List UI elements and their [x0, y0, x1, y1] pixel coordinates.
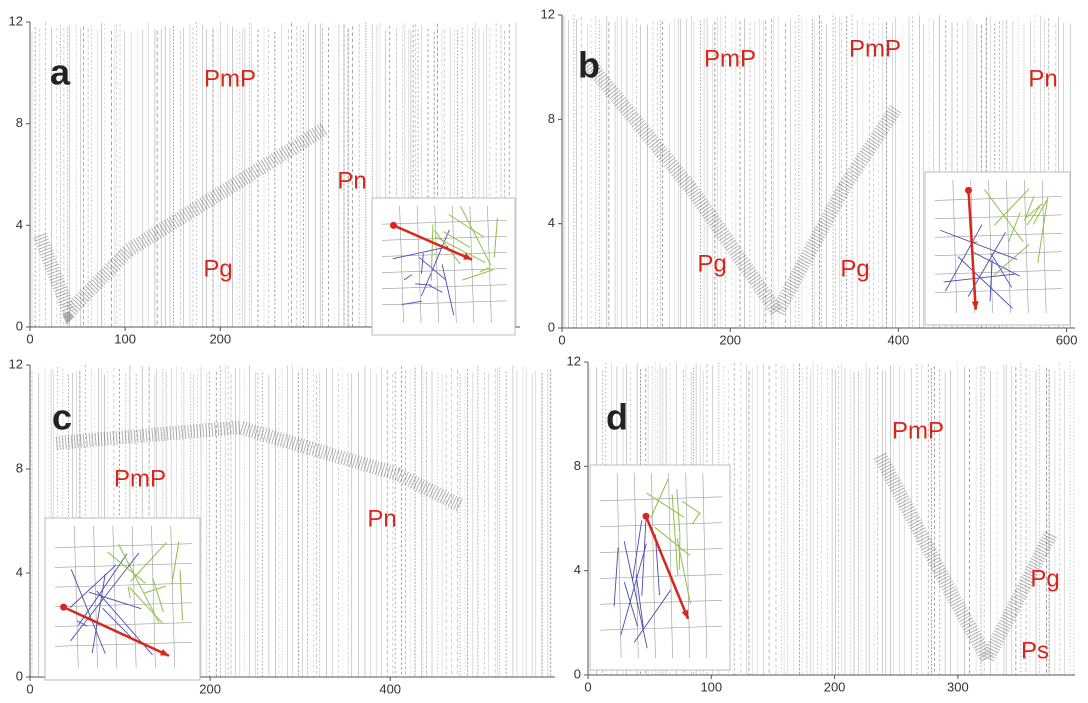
y-tick-label: 0: [16, 318, 23, 333]
phase-label: Pg: [203, 255, 232, 282]
shot-point: [965, 187, 972, 194]
shot-point: [390, 222, 397, 229]
panel-letter: b: [578, 45, 600, 86]
y-tick-label: 12: [567, 353, 581, 368]
y-tick-label: 8: [574, 458, 581, 473]
panel: 0 4 8 12 0 200 400 600 b PmP PmP Pn Pg Pg: [541, 6, 1078, 347]
panel-letter: c: [52, 397, 72, 438]
x-tick-label: 200: [824, 679, 846, 694]
y-tick-label: 4: [574, 562, 581, 577]
x-tick-label: 0: [26, 681, 33, 696]
inset-map: [45, 518, 200, 680]
y-tick-label: 8: [548, 111, 555, 126]
inset-map: [372, 198, 515, 335]
arrival-band: [40, 129, 324, 312]
panel-letter: d: [606, 397, 628, 438]
x-tick-label: 200: [199, 681, 221, 696]
y-tick-label: 12: [9, 356, 23, 371]
phase-label: PmP: [892, 417, 944, 444]
panel-letter: a: [50, 52, 71, 93]
y-tick-label: 4: [16, 217, 23, 232]
panel: 0 4 8 12 0 100 200 a PmP Pn Pg: [9, 13, 520, 346]
x-tick-label: 0: [26, 331, 33, 346]
phase-label: Pg: [1030, 565, 1059, 592]
x-tick-label: 200: [209, 331, 231, 346]
x-tick-label: 100: [700, 679, 722, 694]
x-tick-label: 600: [1056, 332, 1078, 347]
phase-label: PmP: [849, 35, 901, 62]
panel: 0 4 8 12 0 100 200 300 d PmP Pg Ps: [567, 353, 1075, 694]
x-tick-label: 0: [558, 332, 565, 347]
inset-map: [925, 172, 1070, 325]
y-tick-label: 0: [574, 666, 581, 681]
shot-point: [60, 604, 67, 611]
arrival-band: [880, 456, 1050, 659]
phase-label: Pn: [337, 167, 366, 194]
y-tick-label: 12: [541, 6, 555, 21]
shot-point: [643, 513, 650, 520]
phase-label: PmP: [114, 465, 166, 492]
y-tick-label: 4: [548, 215, 555, 230]
phase-label: Pg: [840, 255, 869, 282]
inset-bg: [372, 198, 515, 335]
x-tick-label: 300: [947, 679, 969, 694]
phase-label: Pn: [1028, 65, 1057, 92]
x-tick-label: 400: [888, 332, 910, 347]
phase-label: Pn: [367, 505, 396, 532]
phase-label: Ps: [1021, 637, 1049, 664]
inset-bg: [925, 172, 1070, 325]
phase-label: PmP: [704, 45, 756, 72]
y-tick-label: 8: [16, 460, 23, 475]
inset-bg: [590, 465, 730, 670]
inset-map: [590, 465, 730, 670]
x-tick-label: 200: [719, 332, 741, 347]
phase-label: PmP: [204, 65, 256, 92]
x-tick-label: 400: [379, 681, 401, 696]
y-tick-label: 12: [9, 13, 23, 28]
y-tick-label: 4: [16, 564, 23, 579]
panel: 0 4 8 12 0 200 400 c PmP Pn: [9, 356, 555, 696]
x-tick-label: 0: [584, 679, 591, 694]
y-tick-label: 0: [16, 668, 23, 683]
x-tick-label: 100: [114, 331, 136, 346]
y-tick-label: 8: [16, 115, 23, 130]
inset-bg: [45, 518, 200, 680]
y-tick-label: 0: [548, 319, 555, 334]
phase-label: Pg: [697, 250, 726, 277]
